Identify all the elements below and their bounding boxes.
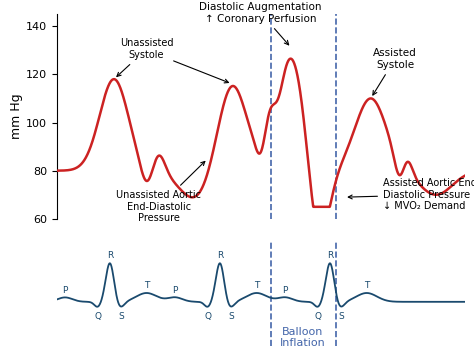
Text: Q: Q [94, 311, 101, 321]
Text: Unassisted Aortic
End-Diastolic
Pressure: Unassisted Aortic End-Diastolic Pressure [116, 161, 205, 223]
Text: Assisted
Systole: Assisted Systole [373, 48, 417, 95]
Text: S: S [228, 312, 234, 321]
Text: Diastolic Augmentation
↑ Coronary Perfusion: Diastolic Augmentation ↑ Coronary Perfus… [200, 2, 322, 45]
Text: Q: Q [204, 311, 211, 321]
Text: S: S [118, 312, 124, 321]
Text: S: S [338, 312, 344, 321]
Text: R: R [217, 251, 223, 261]
Text: Q: Q [314, 311, 321, 321]
Text: P: P [283, 286, 288, 295]
Y-axis label: mm Hg: mm Hg [10, 94, 23, 139]
Text: T: T [144, 281, 149, 290]
Text: P: P [173, 286, 178, 295]
Text: R: R [107, 251, 113, 261]
Text: T: T [254, 281, 259, 290]
Text: P: P [63, 286, 68, 295]
Text: T: T [364, 281, 369, 290]
Text: Balloon
Inflation: Balloon Inflation [280, 327, 326, 348]
Text: R: R [327, 251, 333, 261]
Text: Unassisted
Systole: Unassisted Systole [117, 38, 173, 77]
Text: Assisted Aortic End-
Diastolic Pressure
↓ MVO₂ Demand: Assisted Aortic End- Diastolic Pressure … [348, 178, 474, 211]
